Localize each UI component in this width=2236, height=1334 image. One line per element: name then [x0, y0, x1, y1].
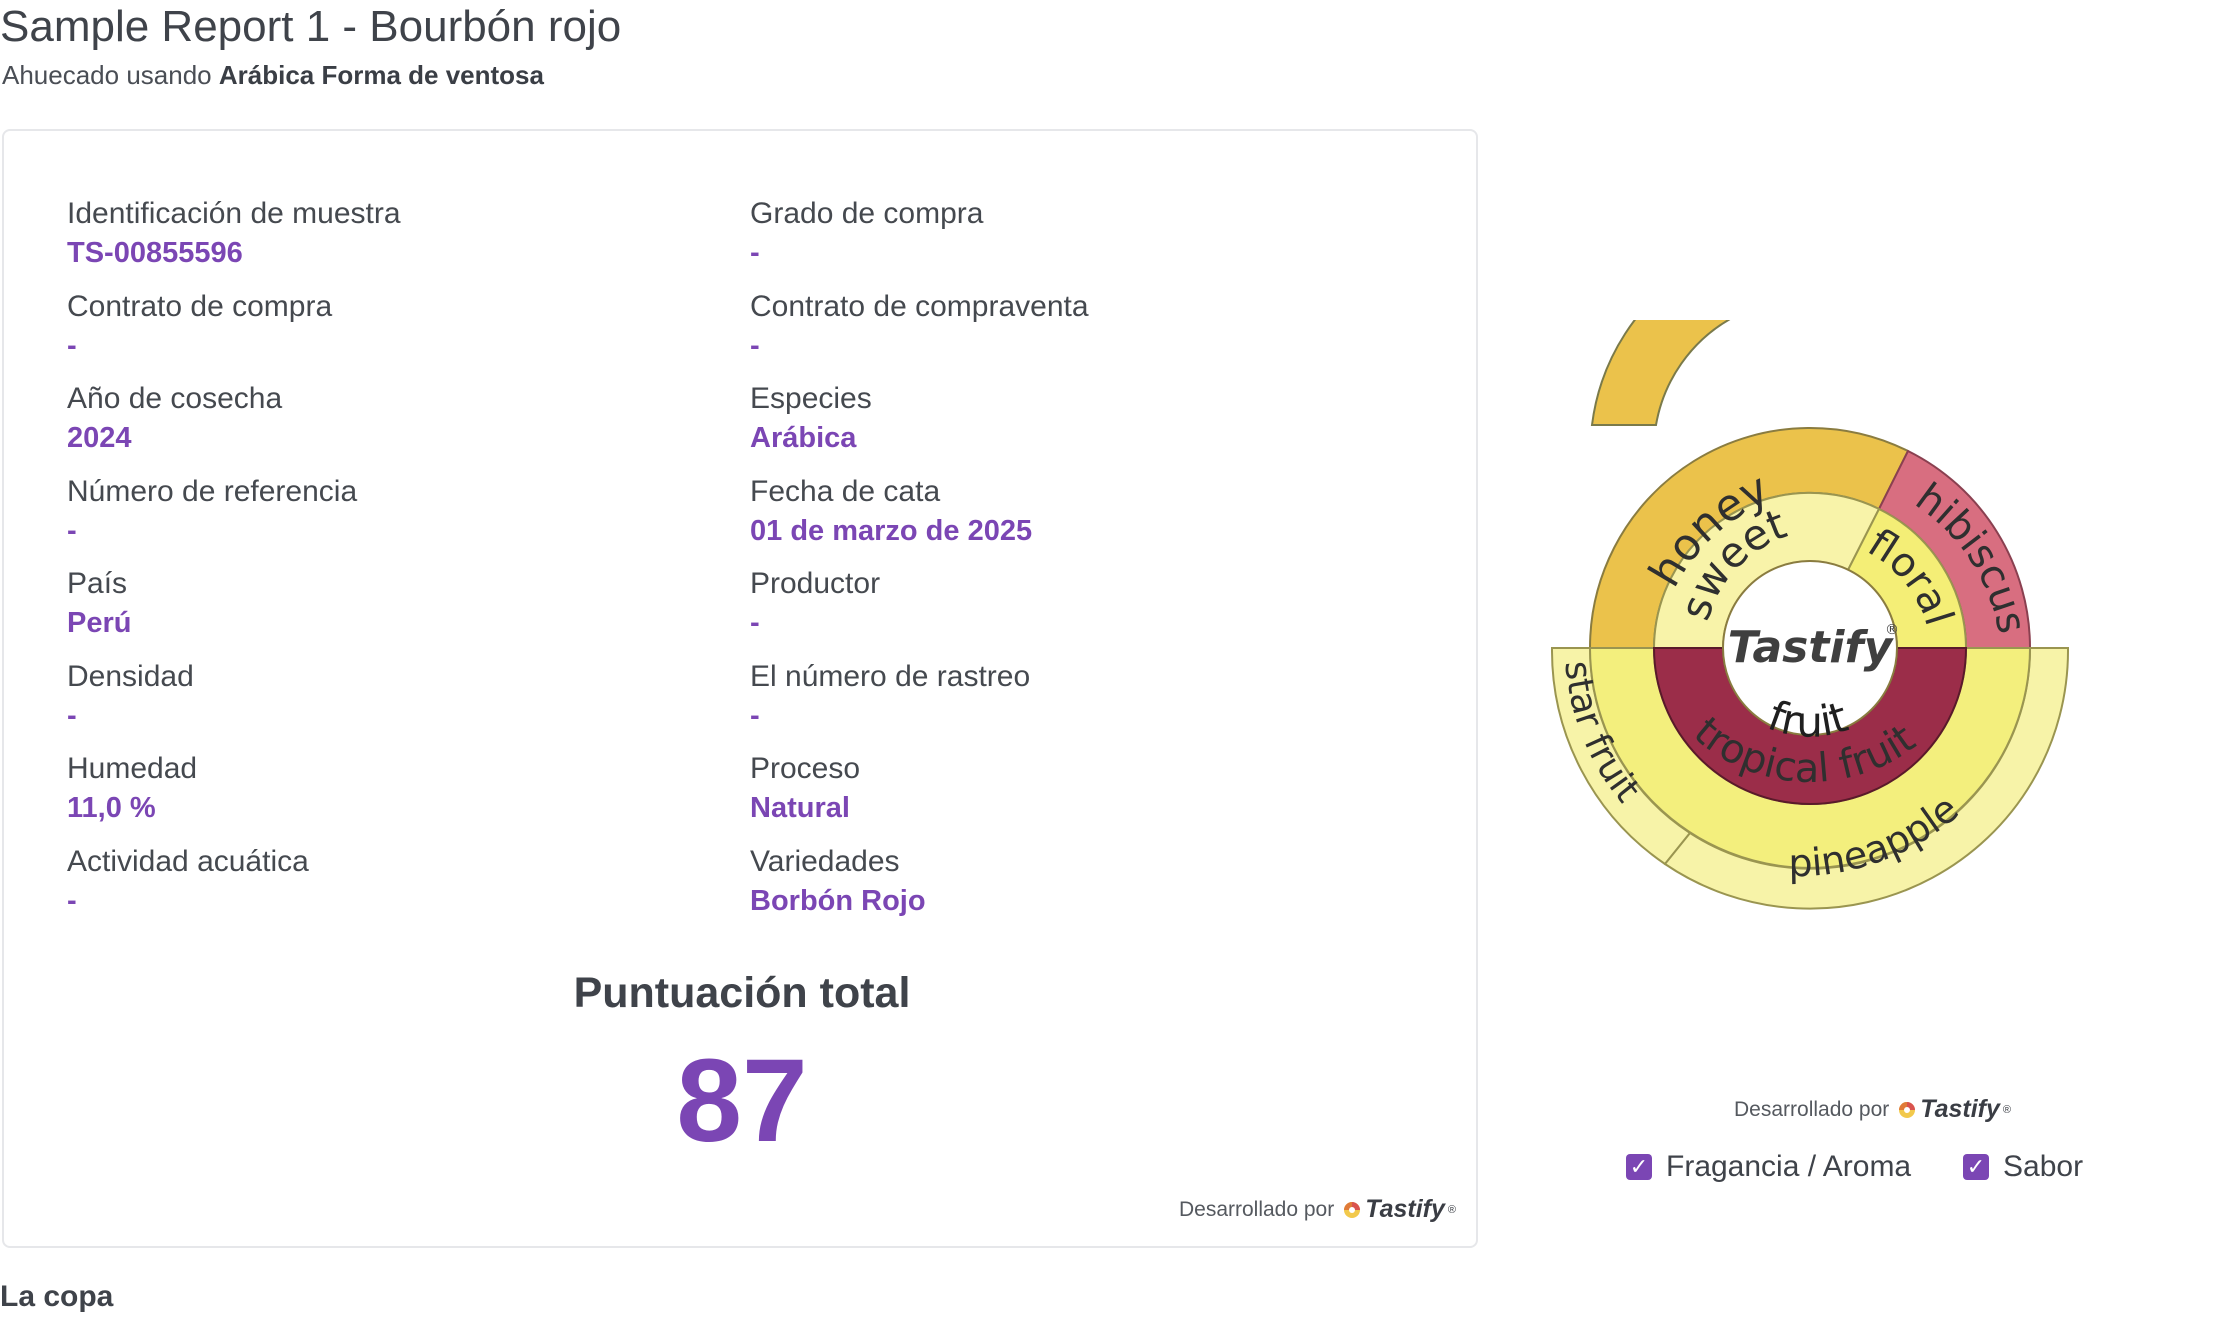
wheel-center-logo: Tastify — [1728, 622, 1895, 673]
field-label: Densidad — [67, 660, 194, 693]
field-value: Natural — [750, 792, 850, 824]
field-value: 11,0 % — [67, 792, 156, 824]
legend-fragrance-aroma[interactable]: ✓ Fragancia / Aroma — [1626, 1150, 1911, 1184]
field-label: Año de cosecha — [67, 382, 283, 415]
field-label: Contrato de compraventa — [750, 290, 1089, 323]
tastify-logo-icon — [1899, 1101, 1916, 1118]
field-varieties: Variedades Borbón Rojo — [750, 844, 1370, 919]
field-value: - — [750, 330, 760, 362]
sample-details-card: Identificación de muestra TS-00855596 Co… — [2, 129, 1478, 1248]
field-cupping-date: Fecha de cata 01 de marzo de 2025 — [750, 474, 1370, 549]
total-score-label: Puntuación total — [573, 969, 911, 1017]
section-title-cup: La copa — [0, 1280, 114, 1313]
tastify-logo: Tastify ® — [1342, 1195, 1456, 1224]
field-value: - — [67, 700, 77, 732]
checkbox-checked-icon[interactable]: ✓ — [1626, 1154, 1652, 1180]
field-value: - — [67, 330, 77, 362]
powered-by-card: Desarrollado por Tastify ® — [1179, 1195, 1456, 1224]
flavor-wheel — [1510, 232, 2236, 960]
wheel-label-star-fruit: star fruit — [1556, 659, 1647, 810]
tastify-logo: Tastify ® — [1897, 1095, 2011, 1124]
field-value: - — [750, 237, 760, 269]
legend-label: Fragancia / Aroma — [1666, 1150, 1912, 1183]
field-value: Perú — [67, 607, 132, 639]
wheel-label-fruit: fruit — [1762, 691, 1853, 747]
field-harvest-year: Año de cosecha 2024 — [67, 381, 687, 456]
field-value: 01 de marzo de 2025 — [750, 515, 1033, 547]
cupping-form-prefix: Ahuecado usando — [2, 60, 212, 90]
page-subtitle: Ahuecado usando Arábica Forma de ventosa — [2, 60, 544, 91]
checkbox-checked-icon[interactable]: ✓ — [1963, 1154, 1989, 1180]
field-value: - — [750, 607, 760, 639]
legend-label: Sabor — [2003, 1150, 2084, 1183]
field-label: Proceso — [750, 752, 861, 785]
tastify-logo-text: Tastify — [1920, 1095, 2000, 1123]
field-moisture: Humedad 11,0 % — [67, 751, 687, 826]
flavor-wheel-labels: honey hibiscus sweet floral fruit tropic… — [1510, 320, 2236, 960]
field-label: Especies — [750, 382, 872, 415]
wheel-center-reg: ® — [1885, 622, 1899, 638]
powered-by-label: Desarrollado por — [1734, 1097, 1890, 1121]
field-value: 2024 — [67, 422, 132, 454]
field-purchase-contract: Contrato de compra - — [67, 289, 687, 364]
field-process: Proceso Natural — [750, 751, 1370, 826]
cupping-form-name: Arábica Forma de ventosa — [218, 60, 544, 90]
field-value: - — [67, 515, 77, 547]
field-label: Variedades — [750, 845, 900, 878]
powered-by-label: Desarrollado por — [1178, 1197, 1335, 1221]
field-producer: Productor - — [750, 566, 1370, 641]
field-label: Número de referencia — [67, 475, 358, 508]
powered-by-wheel: Desarrollado por Tastify ® — [1734, 1095, 2011, 1124]
wheel-geometry — [1550, 427, 2070, 910]
field-sales-contract: Contrato de compraventa - — [750, 289, 1370, 364]
flavor-wheel-chart — [1550, 232, 2070, 910]
field-water-activity: Actividad acuática - — [67, 844, 687, 919]
flavor-wheel-label-layer: honey hibiscus sweet floral fruit tropic… — [1556, 463, 2034, 885]
field-country: País Perú — [67, 566, 687, 641]
field-species: Especies Arábica — [750, 381, 1370, 456]
legend-flavor[interactable]: ✓ Sabor — [1963, 1150, 2083, 1184]
field-label: Grado de compra — [750, 197, 984, 230]
wheel-label-group: honey hibiscus sweet floral fruit tropic… — [1556, 463, 2034, 885]
field-value: - — [750, 700, 760, 732]
total-score-value: 87 — [676, 1035, 808, 1167]
field-label: País — [67, 567, 128, 600]
field-tracking-number: El número de rastreo - — [750, 659, 1370, 734]
field-label: El número de rastreo — [750, 660, 1031, 693]
field-value: - — [67, 885, 77, 917]
field-reference-number: Número de referencia - — [67, 474, 687, 549]
field-label: Identificación de muestra — [67, 197, 401, 230]
field-value: Borbón Rojo — [750, 885, 926, 917]
tastify-logo-text: Tastify — [1365, 1195, 1445, 1223]
field-value: Arábica — [750, 422, 857, 454]
field-value: TS-00855596 — [67, 237, 243, 269]
field-label: Actividad acuática — [67, 845, 309, 878]
registered-mark: ® — [1447, 1203, 1456, 1216]
wheel-center — [1722, 560, 1898, 736]
field-density: Densidad - — [67, 659, 687, 734]
field-label: Contrato de compra — [67, 290, 333, 323]
page-title: Sample Report 1 - Bourbón rojo — [0, 2, 622, 51]
tastify-logo-icon — [1344, 1201, 1361, 1218]
field-purchase-grade: Grado de compra - — [750, 196, 1370, 271]
field-sample-id: Identificación de muestra TS-00855596 — [67, 196, 687, 271]
wheel-label-pineapple: pineapple — [1788, 786, 1967, 885]
registered-mark: ® — [2002, 1103, 2012, 1116]
field-label: Humedad — [67, 752, 198, 785]
field-label: Productor — [750, 567, 881, 600]
field-label: Fecha de cata — [750, 475, 941, 508]
